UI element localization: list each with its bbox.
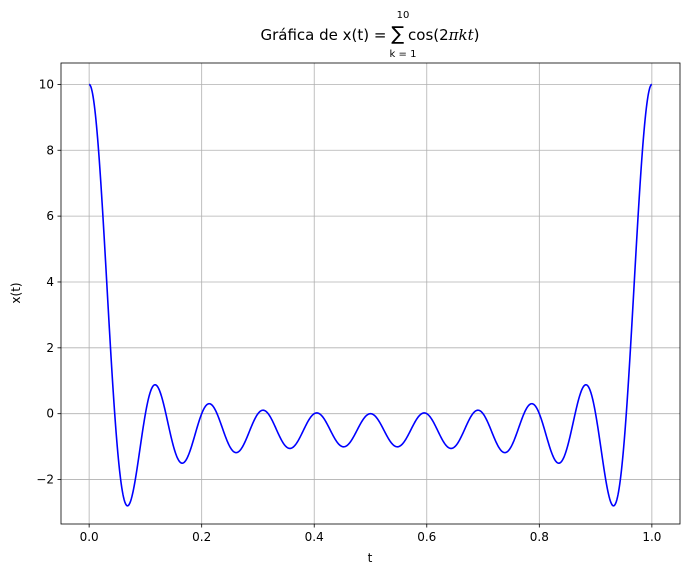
y-tick-label: −2 xyxy=(36,473,54,487)
x-tick-label: 0.4 xyxy=(305,530,324,544)
title-func-close: ) xyxy=(474,26,480,44)
y-tick-label: 2 xyxy=(46,341,54,355)
title-func-var: πkt xyxy=(448,26,475,44)
title-sum-upper: 10 xyxy=(397,10,410,21)
y-tick-label: 0 xyxy=(46,407,54,421)
x-axis-ticks: 0.0 0.2 0.4 0.6 0.8 1.0 xyxy=(80,524,661,544)
y-tick-label: 8 xyxy=(46,143,54,157)
y-axis-ticks: −2 0 2 4 6 8 10 xyxy=(36,77,61,487)
x-axis-label: t xyxy=(368,551,373,565)
axes-frame xyxy=(60,62,681,525)
chart-title: Gráfica de x(t) = ∑ cos(2πkt) xyxy=(260,23,479,45)
title-sum-lower: k = 1 xyxy=(390,49,417,60)
x-tick-label: 0.2 xyxy=(192,530,211,544)
y-tick-label: 10 xyxy=(39,77,54,91)
x-tick-label: 0.6 xyxy=(417,530,436,544)
x-tick-label: 0.8 xyxy=(530,530,549,544)
title-sum-symbol: ∑ xyxy=(391,23,404,45)
grid xyxy=(61,63,680,524)
x-tick-label: 1.0 xyxy=(642,530,661,544)
title-func-open: cos(2 xyxy=(408,26,449,44)
y-axis-label: x(t) xyxy=(9,282,23,303)
y-tick-label: 6 xyxy=(46,209,54,223)
x-tick-label: 0.0 xyxy=(80,530,99,544)
plot-area xyxy=(88,83,653,507)
y-tick-label: 4 xyxy=(46,275,54,289)
series-line xyxy=(88,83,653,507)
title-prefix: Gráfica de x(t) = xyxy=(260,26,391,44)
